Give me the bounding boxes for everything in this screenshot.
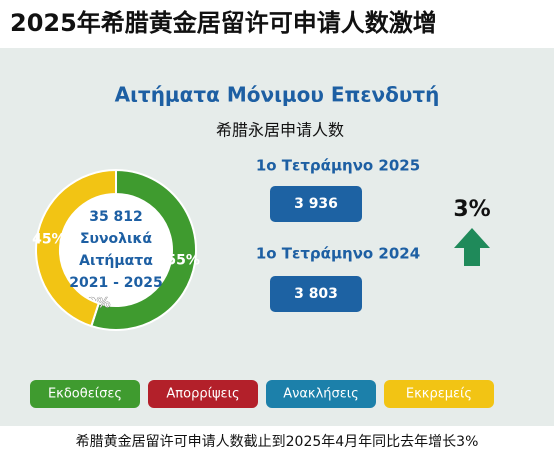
stat-value: 3 936	[294, 196, 338, 212]
stat-value: 3 803	[294, 286, 338, 302]
center-text: Αιτήματα	[79, 253, 153, 269]
center-text: 35 812	[89, 209, 143, 225]
footer: 希腊黄金居留许可申请人数截止到2025年4月年同比去年增长3%	[76, 433, 479, 450]
stat-label: 1ο Τετράμηνο 2025	[256, 157, 420, 175]
stat-box	[270, 276, 362, 312]
legend-button	[148, 380, 258, 408]
card-title: Αιτήματα Μόνιμου Επενδυτή	[115, 83, 440, 107]
stat-label: 1ο Τετράμηνο 2024	[256, 245, 420, 263]
donut-segment	[35, 168, 117, 328]
legend-label: Απορρίψεις	[166, 387, 239, 402]
donut-hole	[60, 194, 172, 306]
card-subtitle: 希腊永居申请人数	[216, 121, 344, 140]
legend-button	[384, 380, 494, 408]
data-label: 55%	[166, 253, 200, 269]
change-value: 3%	[453, 197, 490, 222]
legend-label: Ανακλήσεις	[283, 387, 359, 402]
up-arrow	[454, 228, 490, 266]
legend-label: Εκκρεμείς	[406, 387, 472, 402]
center-text: Συνολικά	[80, 231, 152, 247]
stat-box	[270, 186, 362, 222]
header-title: 2025年希腊黄金居留许可申请人数激增	[10, 9, 437, 37]
data-label: 45%	[32, 231, 66, 247]
legend-button	[30, 380, 140, 408]
donut-segment	[90, 168, 197, 331]
legend-label: Εκδοθείσες	[48, 387, 122, 402]
center-text: 2021 - 2025	[69, 275, 163, 291]
legend-button	[266, 380, 376, 408]
